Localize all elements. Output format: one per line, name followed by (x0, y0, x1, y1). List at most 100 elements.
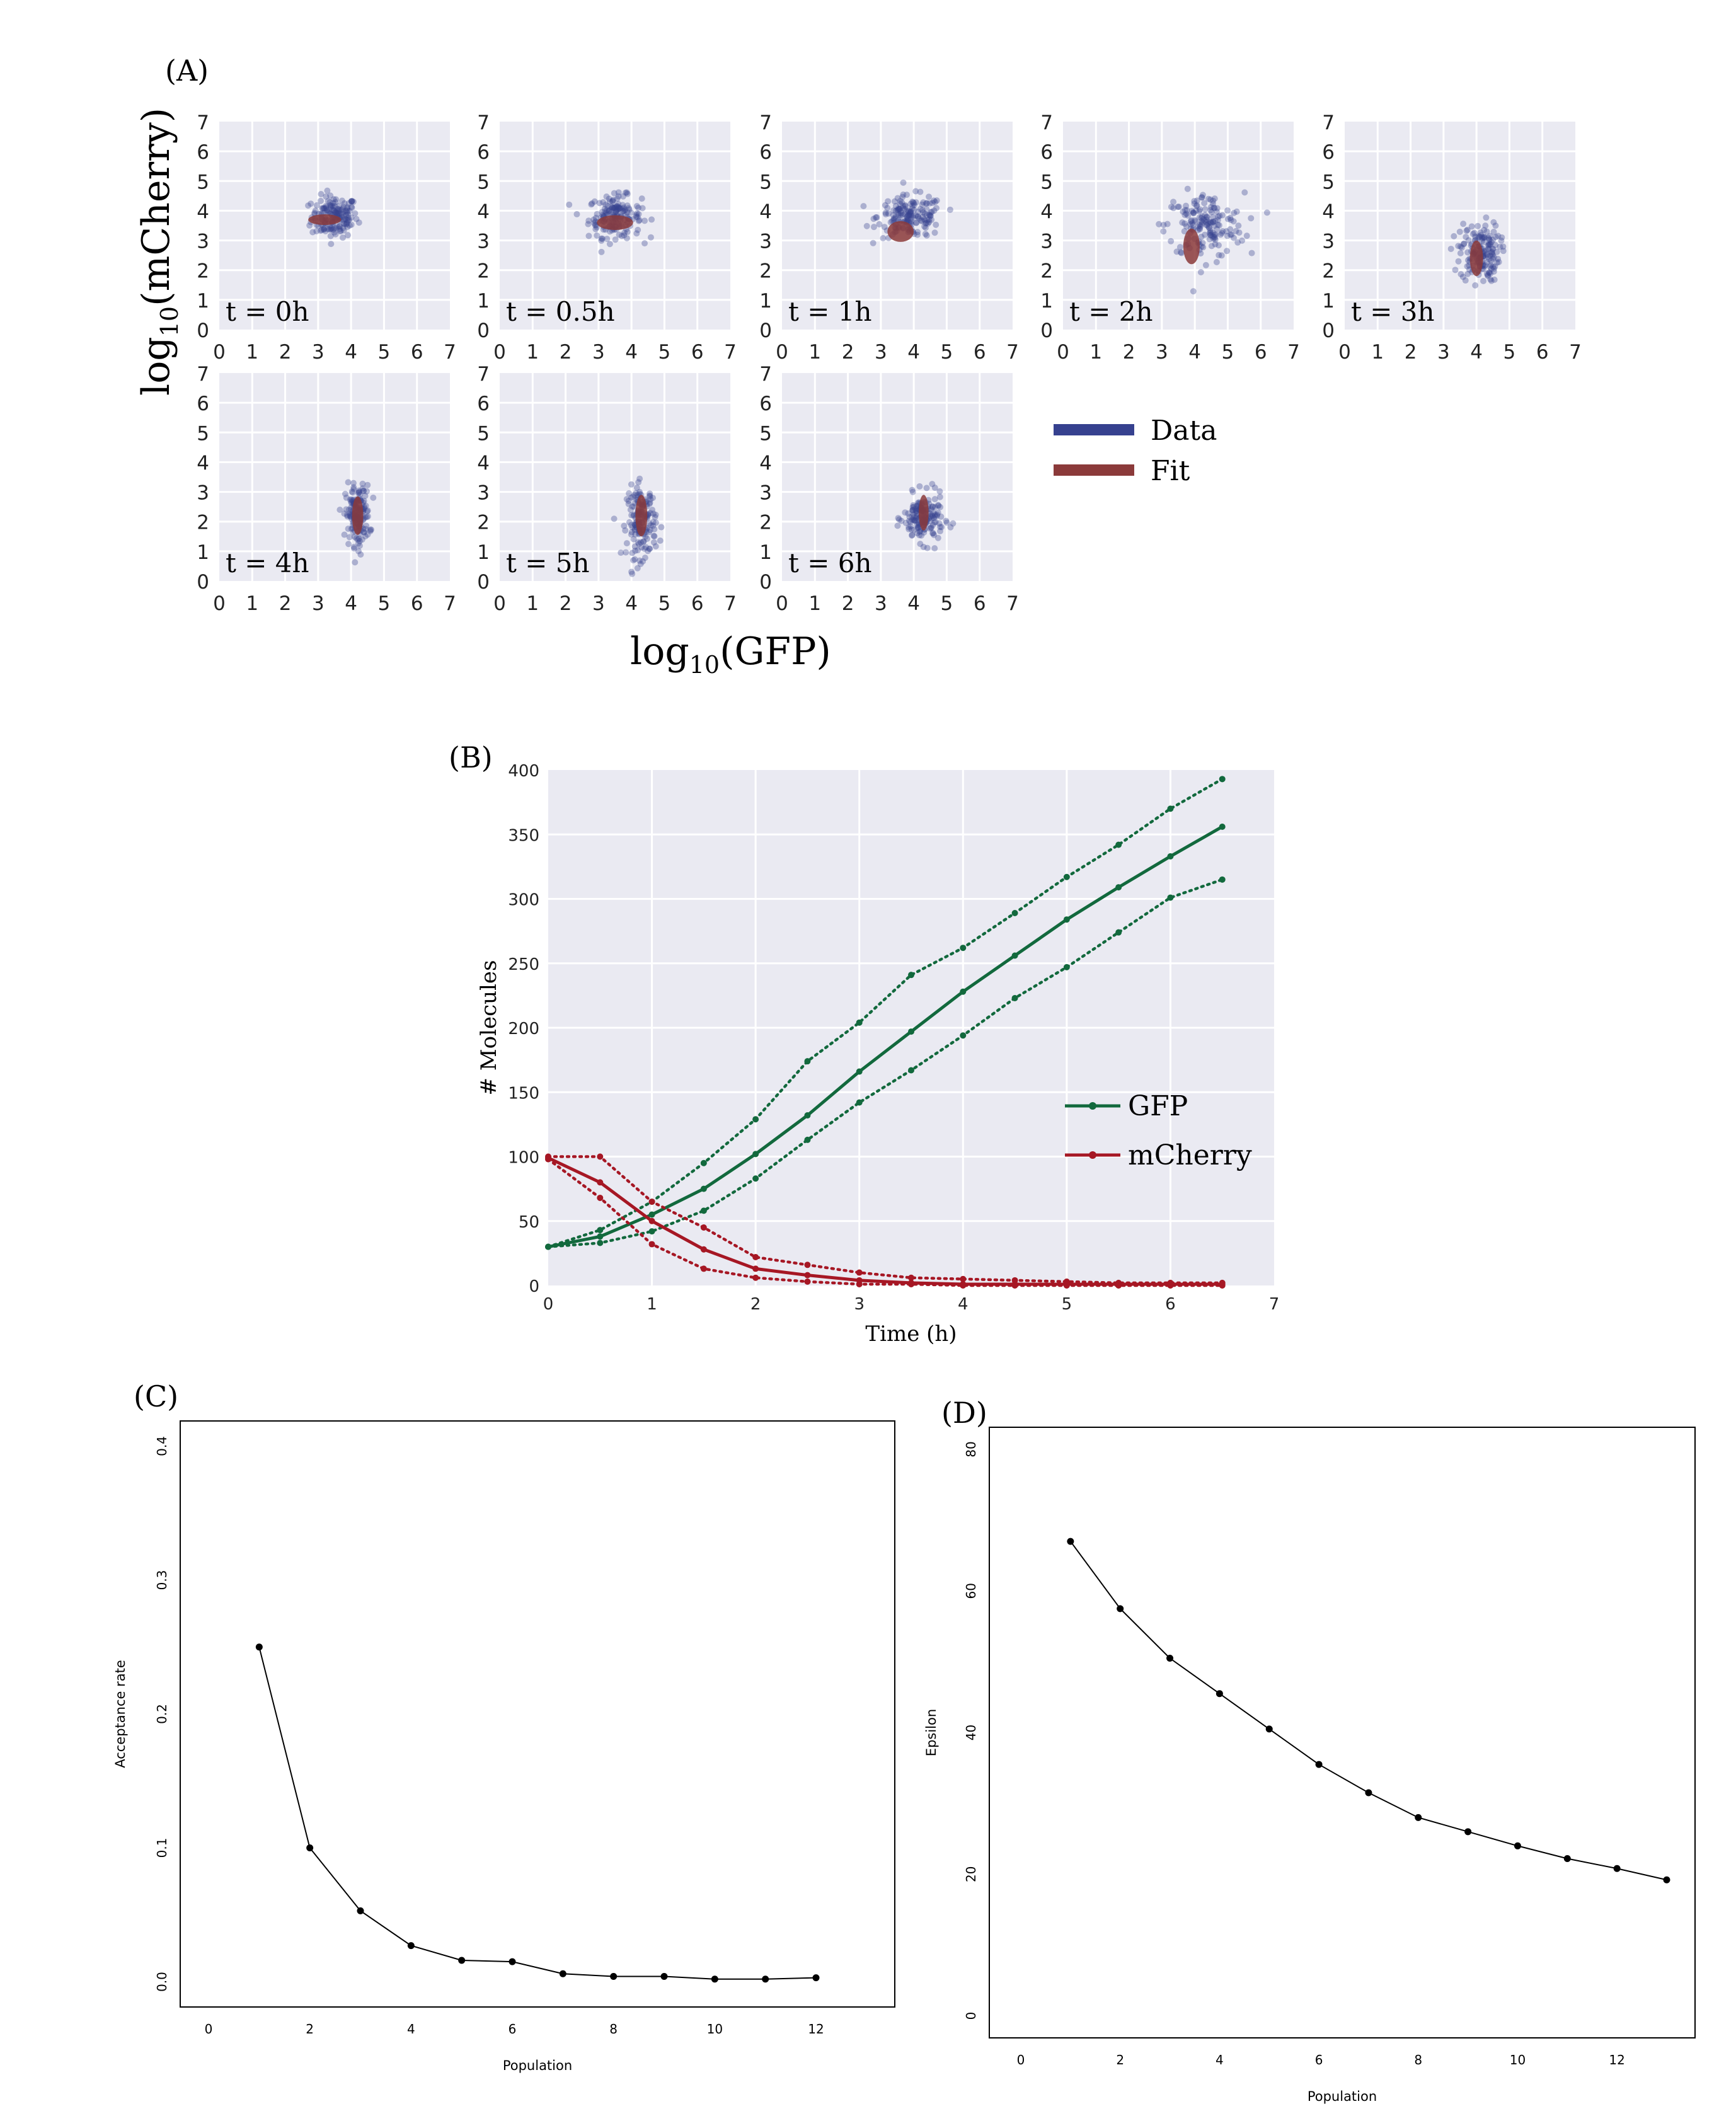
data-point (913, 219, 920, 226)
data-point (341, 221, 348, 227)
data-point (1214, 221, 1221, 228)
data-point (362, 502, 369, 509)
data-point (1483, 214, 1490, 221)
data-point (329, 207, 336, 214)
data-point (624, 202, 631, 209)
data-point (628, 209, 635, 216)
data-point (1200, 244, 1207, 251)
data-point (1476, 233, 1483, 240)
data-point (921, 223, 928, 230)
legend-fit-label: Fit (1151, 455, 1190, 487)
data-point (611, 205, 618, 212)
data-point (1235, 222, 1242, 229)
data-point (938, 513, 945, 520)
data-point (895, 515, 902, 522)
data-point (1224, 233, 1231, 239)
data-point (1188, 207, 1195, 214)
data-point (610, 197, 617, 204)
data-point (608, 204, 615, 210)
data-point (1205, 224, 1212, 231)
gfp-lower-point (752, 1175, 759, 1182)
data-point (1199, 194, 1205, 201)
data-point (606, 198, 613, 205)
fit-density (918, 495, 929, 531)
data-point (335, 206, 342, 213)
data-point (924, 544, 931, 551)
data-points (860, 179, 953, 246)
y-tick-label: 1 (197, 541, 209, 564)
data-point (1490, 263, 1497, 270)
mcherry-upper-point (908, 1274, 914, 1281)
data-point (318, 226, 325, 233)
data-point (1170, 205, 1177, 212)
data-point (317, 197, 324, 204)
data-point (364, 531, 371, 538)
data-point (909, 486, 916, 493)
data-point (1485, 272, 1492, 279)
gfp-mean-point (752, 1151, 759, 1158)
data-point (609, 198, 616, 205)
data-point (328, 204, 335, 210)
data-point (328, 241, 335, 248)
data-point (1214, 205, 1221, 212)
panel-a-label: (A) (165, 54, 209, 88)
data-point (1164, 221, 1171, 227)
data-point (630, 511, 637, 518)
gfp-mean-point (856, 1068, 863, 1075)
mcherry-mean-point (752, 1265, 759, 1272)
data-point (711, 1975, 718, 1983)
data-point (345, 506, 352, 513)
mcherry-lower-point (648, 1241, 655, 1248)
data-point (921, 216, 928, 222)
data-point (609, 204, 616, 211)
data-point (912, 514, 919, 521)
data-point (635, 539, 641, 546)
data-point (934, 511, 941, 518)
data-point (909, 198, 916, 205)
data-point (327, 233, 334, 239)
data-point (1490, 236, 1497, 243)
data-point (1201, 200, 1208, 207)
data-point (914, 231, 921, 238)
data-point (311, 209, 318, 216)
data-point (907, 209, 914, 216)
data-point (323, 193, 330, 200)
data-point (922, 220, 929, 227)
data-point (660, 1973, 668, 1980)
gfp-lower-point (1115, 929, 1122, 936)
data-point (355, 540, 362, 547)
gfp-lower-point (648, 1228, 655, 1235)
data-point (914, 530, 921, 537)
data-point (622, 527, 629, 534)
data-point (929, 513, 936, 520)
x-tick-label: 7 (724, 592, 737, 615)
gfp-mean-point (1167, 853, 1174, 860)
data-point (641, 555, 648, 561)
data-point (1208, 209, 1215, 216)
data-point (626, 490, 633, 497)
data-point (930, 509, 937, 516)
y-tick-label: 4 (197, 452, 209, 474)
panel-c-line-chart: 0 2 4 6 8 10 12 0.0 0.1 0.2 0.3 0.4 Population Accept… (113, 1420, 895, 2073)
data-point (924, 220, 931, 227)
mcherry-mean-point (545, 1154, 551, 1161)
data-point (339, 205, 346, 212)
x-tick-label: 2 (560, 341, 572, 364)
data-point (1191, 198, 1198, 205)
data-point (625, 205, 632, 212)
data-point (633, 203, 640, 210)
x-tick-label: 7 (1287, 341, 1300, 364)
data-point (917, 527, 924, 534)
data-point (1486, 269, 1493, 276)
y-tick-label: 3 (759, 231, 772, 253)
data-point (1490, 245, 1497, 252)
data-point (600, 199, 607, 206)
data-point (604, 236, 611, 243)
data-point (909, 507, 916, 514)
data-point (357, 1907, 364, 1914)
data-point (322, 205, 329, 212)
x-tick-label: 7 (1569, 341, 1582, 364)
data-point (1192, 218, 1199, 225)
data-point (872, 214, 879, 221)
